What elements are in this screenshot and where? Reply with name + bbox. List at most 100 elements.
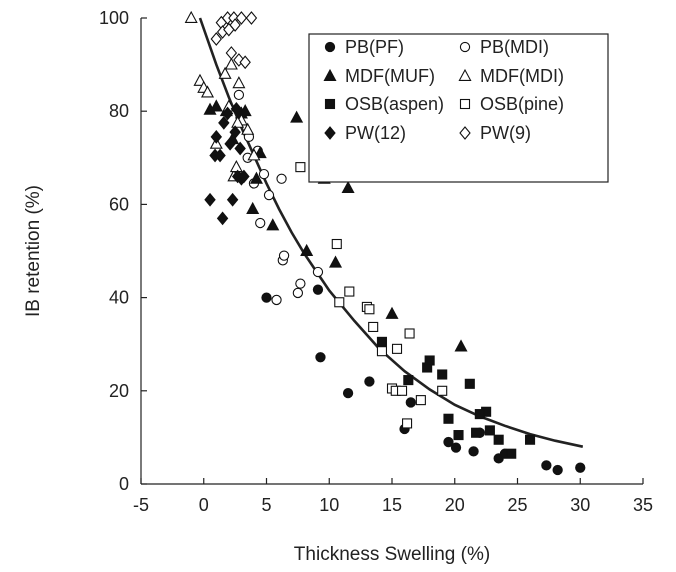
y-tick-label: 0	[119, 474, 129, 494]
y-tick-label: 80	[109, 101, 129, 121]
data-point	[230, 102, 243, 116]
data-point	[341, 180, 355, 194]
data-point	[464, 378, 475, 389]
legend-label: MDF(MUF)	[345, 66, 435, 86]
x-tick-label: 5	[261, 495, 271, 515]
data-point	[552, 464, 563, 476]
data-point	[239, 55, 251, 70]
data-point	[300, 243, 314, 256]
data-point	[245, 11, 258, 25]
data-point	[331, 238, 342, 250]
data-point	[249, 171, 263, 184]
legend-label: PB(MDI)	[480, 37, 549, 57]
legend: PB(PF) PB(MDI) MDF(MUF) MDF(MDI) OSB(aspen) O…	[308, 33, 609, 183]
legend-box	[308, 33, 609, 183]
legend-marker	[323, 68, 337, 81]
x-axis-title: Thickness Swelling (%)	[294, 544, 490, 565]
x-tick-label: 20	[445, 495, 465, 515]
data-point	[403, 375, 414, 386]
series-7	[210, 11, 258, 70]
legend-label: PB(PF)	[345, 37, 404, 57]
data-point	[415, 395, 426, 406]
data-point	[225, 46, 238, 60]
data-point	[224, 57, 238, 70]
legend-marker	[324, 41, 336, 53]
data-point	[258, 168, 270, 180]
data-point	[229, 125, 241, 140]
legend-label: MDF(MDI)	[480, 66, 564, 86]
legend-marker	[459, 41, 471, 53]
data-point	[229, 18, 241, 32]
data-point	[290, 110, 304, 123]
series-0	[261, 284, 586, 476]
series-4	[376, 336, 536, 459]
data-point	[295, 162, 306, 173]
data-point	[234, 141, 246, 156]
legend-marker	[458, 68, 472, 81]
data-point	[329, 255, 343, 268]
legend-label: OSB(pine)	[480, 94, 564, 114]
data-point	[278, 250, 290, 261]
data-point	[524, 434, 536, 445]
data-point	[364, 304, 375, 315]
data-point	[229, 159, 243, 173]
y-tick-label: 40	[109, 288, 129, 308]
data-point	[368, 321, 379, 333]
data-point	[405, 397, 416, 408]
data-point	[506, 448, 517, 459]
data-point	[232, 76, 246, 89]
x-tick-label: 15	[382, 495, 402, 515]
data-point	[437, 369, 448, 380]
data-point	[575, 462, 586, 473]
legend-marker	[459, 98, 471, 110]
data-point	[295, 278, 306, 289]
data-point	[221, 106, 234, 121]
data-point	[266, 218, 280, 231]
data-point	[541, 460, 552, 471]
data-point	[396, 385, 408, 396]
data-point	[247, 148, 261, 161]
data-point	[364, 376, 375, 387]
series-5	[295, 162, 448, 429]
x-tick-label: 30	[570, 495, 590, 515]
legend-marker	[459, 126, 471, 140]
data-point	[402, 418, 413, 429]
data-point	[204, 192, 216, 207]
data-point	[404, 328, 415, 339]
data-point	[224, 136, 236, 151]
y-tick-label: 100	[99, 8, 129, 28]
data-point	[493, 434, 504, 445]
x-tick-label: 0	[199, 495, 209, 515]
data-point	[255, 217, 266, 229]
data-point	[484, 425, 495, 436]
data-point	[271, 294, 282, 306]
data-point	[261, 292, 272, 303]
data-point	[209, 99, 223, 112]
legend-marker	[324, 126, 336, 140]
data-point	[385, 306, 399, 319]
data-point	[218, 115, 230, 130]
data-point	[468, 446, 479, 457]
legend-label: PW(9)	[480, 123, 531, 143]
data-point	[376, 336, 388, 347]
data-point	[233, 89, 245, 101]
x-tick-label: 10	[319, 495, 339, 515]
data-point	[184, 10, 198, 23]
data-point	[218, 66, 232, 79]
y-ticks: 0 20 40 60 80 100	[99, 8, 147, 494]
y-tick-label: 60	[109, 194, 129, 214]
series-6	[204, 102, 250, 226]
data-point	[376, 346, 388, 357]
data-point	[263, 189, 275, 201]
data-point	[231, 115, 245, 128]
data-point	[235, 11, 248, 25]
data-point	[200, 85, 215, 98]
legend-marker	[324, 98, 336, 110]
data-point	[226, 192, 239, 207]
data-point	[453, 430, 464, 441]
data-point	[276, 173, 287, 184]
data-point	[233, 53, 245, 67]
data-point	[246, 201, 260, 215]
data-point	[238, 104, 252, 117]
